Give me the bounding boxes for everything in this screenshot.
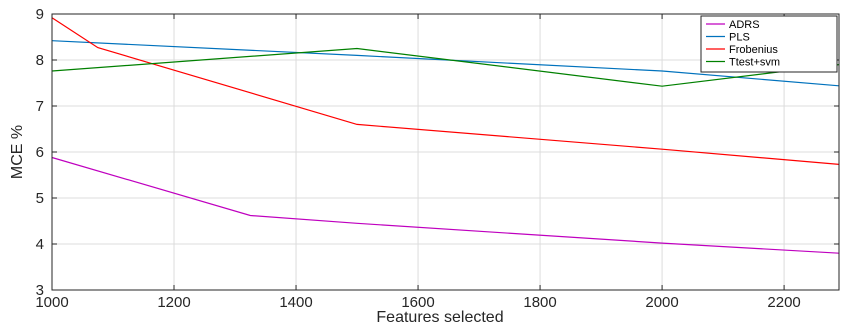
y-tick-label: 8 [36,52,44,69]
axis-ticks: 1000 1200 1400 1600 1800 2000 2200 3 4 5 6 7 8 9 [35,6,839,311]
legend-label-pls: PLS [729,32,750,44]
y-tick-label: 7 [36,98,44,115]
x-tick-label: 2200 [767,294,800,311]
x-tick-label: 1800 [523,294,556,311]
x-tick-label: 1400 [279,294,312,311]
x-tick-label: 1200 [157,294,190,311]
legend-label-frobenius: Frobenius [729,44,778,56]
y-tick-label: 5 [36,190,44,207]
series-line-ttest-svm [51,47,840,87]
x-tick-label: 2000 [645,294,678,311]
y-tick-label: 6 [36,144,44,161]
y-axis-label: MCE % [9,125,26,179]
legend-label-adrs: ADRS [729,19,760,31]
x-tick-label: 1600 [401,294,434,311]
series-lines [51,17,840,254]
x-tick-label: 1000 [35,294,68,311]
y-tick-label: 4 [36,236,44,253]
series-line-frobenius [51,17,840,165]
series-line-pls [51,40,840,87]
x-axis-label: Features selected [376,309,503,324]
series-line-adrs [51,156,840,254]
y-tick-label: 3 [36,282,44,299]
legend-box [700,15,838,73]
y-tick-label: 9 [36,6,44,23]
legend-label-ttest-svm: Ttest+svm [729,57,780,69]
